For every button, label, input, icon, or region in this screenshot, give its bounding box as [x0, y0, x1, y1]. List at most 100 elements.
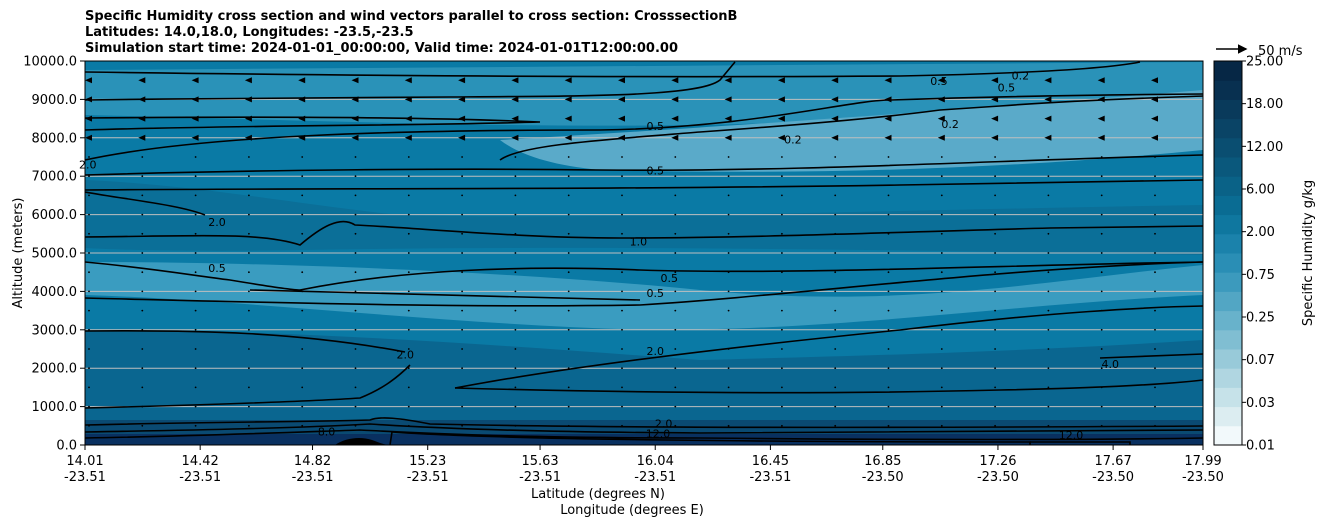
colorbar-tick-label: 0.01 — [1246, 439, 1275, 454]
contour-label: 2.0 — [396, 349, 414, 362]
wind-vector — [727, 194, 730, 197]
wind-vector — [248, 252, 250, 254]
wind-vector — [461, 232, 463, 235]
wind-vector — [1047, 367, 1050, 370]
x-tick-label-lon: -23.50 — [1182, 470, 1224, 485]
wind-vector — [940, 348, 943, 350]
contour-line — [85, 417, 1203, 429]
wind-vector — [621, 252, 623, 254]
wind-vector — [248, 175, 250, 178]
wind-vector — [461, 309, 463, 312]
y-tick-label: 1000.0 — [32, 400, 78, 415]
wind-vector — [191, 77, 199, 84]
wind-vector — [618, 115, 625, 122]
contour-line — [85, 191, 206, 216]
y-tick-label: 10000.0 — [23, 55, 77, 70]
wind-vector — [458, 77, 466, 84]
wind-vector — [674, 232, 677, 235]
wind-vector — [354, 405, 357, 408]
wind-vector — [85, 134, 92, 141]
wind-vector — [1207, 367, 1209, 369]
wind-vector — [407, 424, 410, 427]
wind-vector — [831, 134, 839, 141]
wind-vector — [777, 115, 785, 122]
wind-vector — [354, 424, 357, 427]
wind-vector — [724, 96, 732, 103]
wind-vector — [354, 290, 357, 293]
wind-vector — [194, 386, 197, 389]
wind-vector — [1100, 386, 1103, 389]
wind-vector — [138, 134, 146, 141]
y-tick-label: 3000.0 — [32, 323, 78, 338]
x-tick-label-lat: 16.85 — [864, 454, 901, 469]
wind-vector — [141, 348, 144, 350]
wind-vector — [301, 348, 304, 350]
wind-vector — [834, 271, 837, 274]
wind-vector — [1047, 156, 1050, 158]
contour-line — [1099, 353, 1203, 359]
wind-vector — [407, 348, 410, 350]
x-tick-label-lon: -23.51 — [749, 470, 791, 485]
contour-label: 0.2 — [941, 118, 959, 131]
wind-vector — [567, 386, 570, 389]
wind-vector — [674, 213, 677, 216]
wind-vector — [248, 405, 250, 408]
wind-vector — [461, 424, 463, 427]
wind-vector — [301, 175, 304, 178]
wind-vector — [511, 96, 519, 103]
wind-vector — [887, 328, 890, 331]
wind-vector — [404, 96, 412, 103]
wind-vector — [1207, 348, 1209, 350]
wind-vector — [621, 405, 623, 408]
wind-vector — [301, 290, 304, 293]
contour-label: 0.5 — [661, 272, 679, 285]
wind-vector — [567, 290, 570, 293]
x-tick-label-lon: -23.50 — [977, 470, 1019, 485]
fill-band-mid-dark — [85, 180, 1203, 255]
wind-vector — [621, 194, 623, 197]
x-tick-label-lat: 14.42 — [182, 454, 219, 469]
colorbar-tick-label: 0.25 — [1246, 311, 1275, 326]
wind-vector — [621, 348, 623, 350]
wind-vector — [88, 156, 90, 158]
contour-line — [85, 154, 1203, 176]
wind-vector — [1047, 309, 1050, 312]
wind-vector — [1204, 135, 1211, 141]
contour-line — [85, 329, 406, 353]
wind-vector — [781, 424, 783, 427]
x-tick-label-lat: 16.04 — [637, 454, 674, 469]
colorbar-segment — [1214, 176, 1242, 196]
wind-vector — [191, 134, 199, 141]
wind-vector — [301, 424, 304, 427]
wind-vector — [194, 328, 197, 331]
y-axis-label: Altitude (meters) — [11, 198, 26, 309]
wind-vector — [940, 271, 943, 274]
wind-vector — [994, 367, 996, 370]
wind-vector — [884, 134, 892, 141]
wind-vector — [1151, 77, 1158, 84]
wind-vector — [1207, 310, 1209, 312]
x-tick-label-lon: -23.50 — [862, 470, 904, 485]
wind-vector — [884, 77, 892, 84]
wind-vector — [1044, 115, 1052, 122]
wind-vector — [194, 290, 197, 293]
x-tick-label-lat: 14.82 — [294, 454, 331, 469]
wind-vector — [994, 232, 996, 235]
wind-vector — [781, 309, 783, 312]
wind-vector — [244, 96, 252, 103]
wind-vector — [781, 367, 783, 370]
wind-vector — [248, 290, 250, 293]
wind-vector — [514, 271, 517, 274]
wind-vector — [940, 328, 943, 331]
wind-vector — [1154, 290, 1156, 293]
wind-vector — [727, 424, 730, 427]
colorbar-tick-label: 0.75 — [1246, 268, 1275, 283]
wind-vector — [298, 96, 306, 103]
contour-line — [454, 379, 1203, 394]
wind-vector — [141, 386, 144, 389]
wind-vector — [141, 252, 144, 254]
wind-vector — [404, 115, 412, 122]
contour-label: 4.0 — [1102, 358, 1120, 371]
wind-vector — [1100, 271, 1103, 274]
